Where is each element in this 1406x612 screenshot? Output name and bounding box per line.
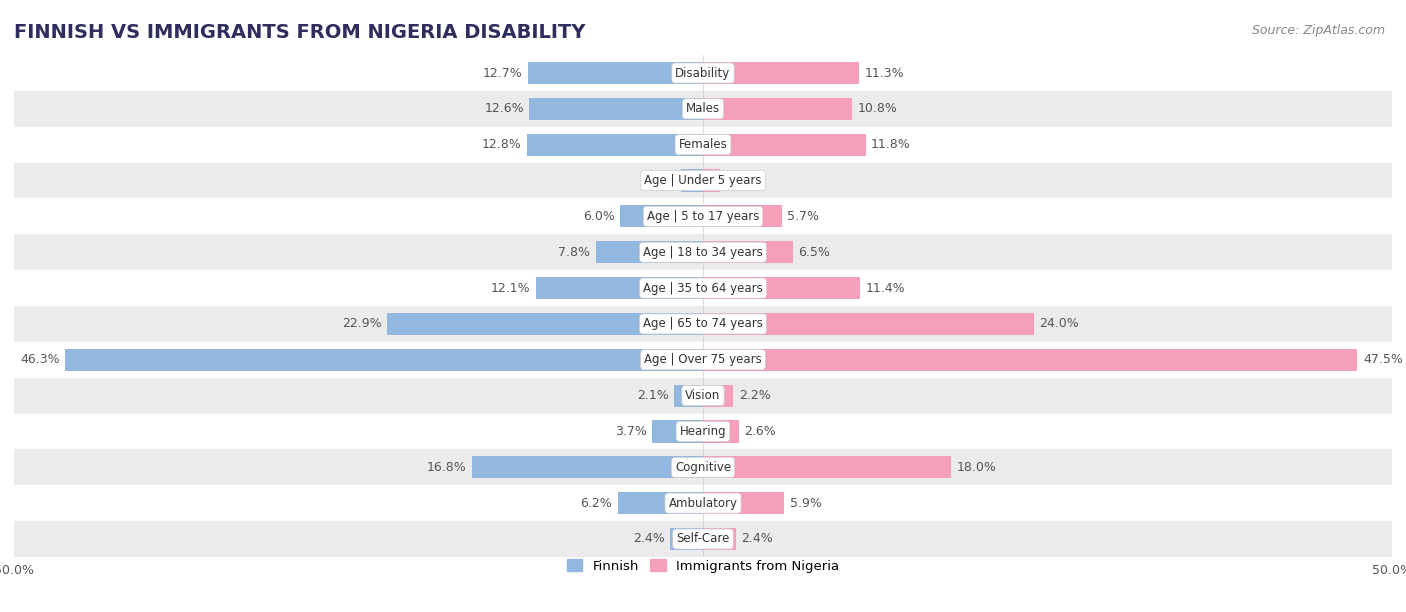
- Bar: [14, 306, 1392, 342]
- Text: Age | 5 to 17 years: Age | 5 to 17 years: [647, 210, 759, 223]
- Bar: [536, 277, 703, 299]
- Text: 2.6%: 2.6%: [744, 425, 776, 438]
- Text: 6.5%: 6.5%: [799, 246, 830, 259]
- Bar: [596, 241, 703, 263]
- Bar: [14, 414, 1392, 449]
- Bar: [617, 492, 703, 514]
- Bar: [14, 449, 1392, 485]
- Bar: [14, 127, 1392, 163]
- Bar: [14, 521, 1392, 557]
- Bar: [14, 55, 1392, 91]
- Bar: [14, 198, 1392, 234]
- Text: 11.4%: 11.4%: [866, 282, 905, 294]
- Text: 16.8%: 16.8%: [426, 461, 465, 474]
- Bar: [703, 133, 866, 156]
- Bar: [471, 456, 703, 479]
- Bar: [703, 456, 950, 479]
- Bar: [703, 492, 785, 514]
- Bar: [703, 277, 860, 299]
- Text: 2.4%: 2.4%: [741, 532, 773, 545]
- Bar: [703, 62, 859, 84]
- Text: 22.9%: 22.9%: [342, 318, 382, 330]
- Bar: [703, 313, 1033, 335]
- Bar: [529, 62, 703, 84]
- Text: Self-Care: Self-Care: [676, 532, 730, 545]
- Bar: [669, 528, 703, 550]
- Bar: [14, 270, 1392, 306]
- Text: Age | Over 75 years: Age | Over 75 years: [644, 353, 762, 366]
- Text: 6.2%: 6.2%: [581, 497, 612, 510]
- Text: Males: Males: [686, 102, 720, 115]
- Text: 46.3%: 46.3%: [20, 353, 59, 366]
- Text: 7.8%: 7.8%: [558, 246, 591, 259]
- Text: 2.4%: 2.4%: [633, 532, 665, 545]
- Text: Age | 35 to 64 years: Age | 35 to 64 years: [643, 282, 763, 294]
- Text: 24.0%: 24.0%: [1039, 318, 1078, 330]
- Bar: [14, 234, 1392, 270]
- Legend: Finnish, Immigrants from Nigeria: Finnish, Immigrants from Nigeria: [561, 554, 845, 578]
- Bar: [681, 170, 703, 192]
- Text: 2.1%: 2.1%: [637, 389, 669, 402]
- Text: Ambulatory: Ambulatory: [668, 497, 738, 510]
- Bar: [652, 420, 703, 442]
- Text: 2.2%: 2.2%: [738, 389, 770, 402]
- Bar: [703, 170, 720, 192]
- Bar: [530, 98, 703, 120]
- Bar: [65, 349, 703, 371]
- Text: Hearing: Hearing: [679, 425, 727, 438]
- Text: 11.8%: 11.8%: [872, 138, 911, 151]
- Text: 6.0%: 6.0%: [583, 210, 614, 223]
- Text: Vision: Vision: [685, 389, 721, 402]
- Text: 3.7%: 3.7%: [614, 425, 647, 438]
- Text: 11.3%: 11.3%: [865, 67, 904, 80]
- Bar: [527, 133, 703, 156]
- Text: Age | Under 5 years: Age | Under 5 years: [644, 174, 762, 187]
- Bar: [388, 313, 703, 335]
- Bar: [14, 342, 1392, 378]
- Bar: [673, 384, 703, 407]
- Text: 5.7%: 5.7%: [787, 210, 820, 223]
- Text: 5.9%: 5.9%: [790, 497, 821, 510]
- Bar: [703, 384, 734, 407]
- Bar: [703, 205, 782, 228]
- Text: Age | 18 to 34 years: Age | 18 to 34 years: [643, 246, 763, 259]
- Text: 1.2%: 1.2%: [725, 174, 756, 187]
- Text: 12.1%: 12.1%: [491, 282, 531, 294]
- Bar: [14, 163, 1392, 198]
- Bar: [620, 205, 703, 228]
- Text: Age | 65 to 74 years: Age | 65 to 74 years: [643, 318, 763, 330]
- Text: Females: Females: [679, 138, 727, 151]
- Text: 12.7%: 12.7%: [482, 67, 523, 80]
- Bar: [703, 420, 738, 442]
- Text: 12.8%: 12.8%: [481, 138, 522, 151]
- Text: 47.5%: 47.5%: [1362, 353, 1403, 366]
- Text: FINNISH VS IMMIGRANTS FROM NIGERIA DISABILITY: FINNISH VS IMMIGRANTS FROM NIGERIA DISAB…: [14, 23, 585, 42]
- Bar: [14, 485, 1392, 521]
- Text: 1.6%: 1.6%: [644, 174, 675, 187]
- Text: 10.8%: 10.8%: [858, 102, 897, 115]
- Text: 12.6%: 12.6%: [484, 102, 524, 115]
- Bar: [703, 528, 737, 550]
- Bar: [703, 241, 793, 263]
- Bar: [14, 91, 1392, 127]
- Bar: [14, 378, 1392, 414]
- Text: Disability: Disability: [675, 67, 731, 80]
- Text: 18.0%: 18.0%: [956, 461, 997, 474]
- Text: Source: ZipAtlas.com: Source: ZipAtlas.com: [1251, 24, 1385, 37]
- Text: Cognitive: Cognitive: [675, 461, 731, 474]
- Bar: [703, 349, 1358, 371]
- Bar: [703, 98, 852, 120]
